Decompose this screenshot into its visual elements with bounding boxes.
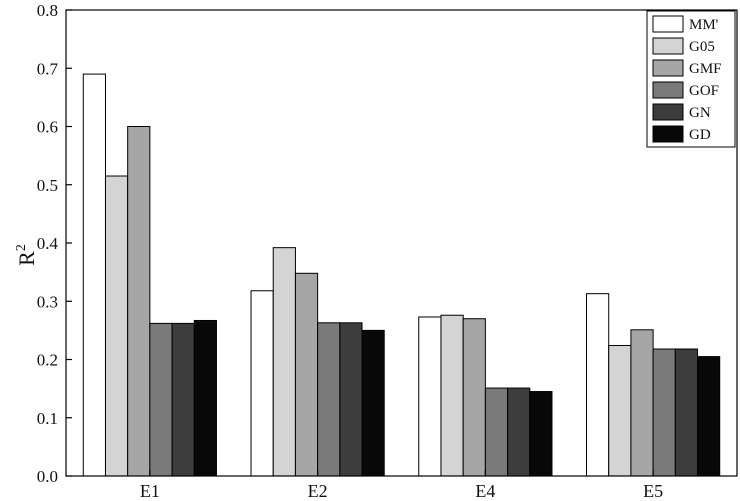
legend-swatch [652, 59, 684, 77]
x-axis: E1 E2 E4 E5 [140, 470, 663, 501]
x-category-label: E4 [475, 481, 495, 501]
y-tick-label: 0.5 [37, 176, 58, 195]
y-tick-label: 0.8 [37, 1, 58, 20]
bar-e4-1 [418, 316, 442, 477]
bar-e4-4 [484, 387, 509, 477]
legend-label: GN [689, 105, 711, 121]
legend-label: MM' [689, 17, 719, 33]
legend-swatch [652, 81, 684, 99]
legend-label: G05 [689, 39, 715, 55]
bar-e1-3 [127, 126, 151, 477]
legend-label: GD [689, 127, 711, 143]
bar-e4-3 [462, 318, 486, 477]
bar-e5-5 [674, 348, 699, 477]
y-tick-label: 0.7 [37, 59, 59, 78]
y-tick-label: 0.3 [37, 292, 58, 311]
y-tick-label: 0.4 [37, 234, 59, 253]
y-tick-label: 0.1 [37, 409, 58, 428]
y-tick-label: 0.6 [37, 118, 58, 137]
bar-e1-6 [193, 319, 217, 477]
legend-swatch [652, 125, 684, 143]
bar-e2-1 [250, 290, 274, 477]
legend-swatch [652, 103, 684, 121]
x-category-label: E5 [643, 481, 663, 501]
bar-e5-2 [608, 345, 632, 477]
y-axis-label-main: R [14, 251, 39, 266]
bar-e1-1 [82, 73, 106, 477]
y-tick-label: 0.2 [37, 351, 58, 370]
legend-box [646, 10, 736, 148]
y-axis: 0.0 0.1 0.2 0.3 0.4 0.5 0.6 0.7 0.8 [37, 1, 72, 486]
y-axis-label: R2 [14, 244, 39, 266]
bar-e2-5 [339, 322, 363, 477]
bar-e1-4 [149, 322, 173, 477]
legend-label: GOF [689, 83, 719, 99]
bar-e2-4 [317, 322, 341, 477]
bar-e2-3 [294, 272, 319, 477]
y-axis-label-superscript: 2 [14, 244, 29, 251]
legend-swatch [652, 37, 684, 55]
y-tick-label: 0.0 [37, 467, 58, 486]
bar-e2-2 [272, 247, 296, 477]
bars-layer [82, 73, 721, 477]
bar-e4-5 [507, 387, 531, 477]
x-category-label: E1 [140, 481, 160, 501]
bar-e5-1 [586, 293, 610, 477]
legend-label: GMF [689, 61, 722, 77]
bar-e5-3 [630, 329, 654, 477]
bar-e4-2 [440, 314, 464, 477]
legend-swatch [652, 15, 684, 33]
x-category-label: E2 [308, 481, 328, 501]
bar-e1-5 [171, 322, 195, 477]
bar-e5-6 [697, 356, 721, 477]
legend: MM' G05 GMF GOF GN GD [646, 10, 736, 148]
bar-e2-6 [361, 329, 385, 477]
bar-e1-2 [104, 175, 129, 477]
bar-e4-6 [529, 391, 553, 477]
bar-e5-4 [652, 348, 676, 477]
